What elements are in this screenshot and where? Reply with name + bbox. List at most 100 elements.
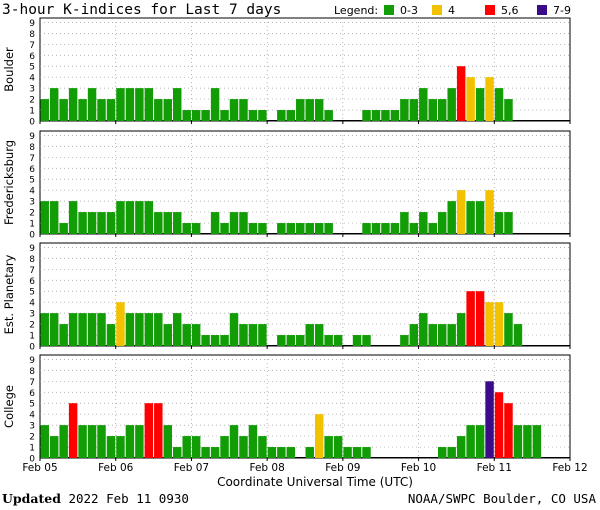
bar-3-46 <box>475 425 485 458</box>
bar-2-11 <box>144 313 154 346</box>
bar-3-31 <box>333 436 343 458</box>
bar-0-29 <box>314 99 324 121</box>
bar-3-24 <box>267 447 277 458</box>
y-tick-3-6: 6 <box>29 389 35 399</box>
bar-2-8 <box>116 302 125 346</box>
bar-1-28 <box>305 223 314 234</box>
bar-1-20 <box>229 212 239 234</box>
bar-1-26 <box>286 223 296 234</box>
bar-0-34 <box>362 110 371 121</box>
y-tick-2-5: 5 <box>29 288 35 298</box>
bar-2-21 <box>239 324 248 346</box>
panel-label-2: Est. Planetary <box>2 254 16 334</box>
bar-1-15 <box>182 223 191 234</box>
bar-0-27 <box>296 99 305 121</box>
bar-0-2 <box>59 99 68 121</box>
bar-2-44 <box>456 313 466 346</box>
bar-2-3 <box>68 313 78 346</box>
bar-2-50 <box>513 324 523 346</box>
bar-1-42 <box>438 212 447 234</box>
bar-2-45 <box>466 291 475 346</box>
bar-1-36 <box>381 223 390 234</box>
bar-2-19 <box>220 335 229 346</box>
y-tick-1-2: 2 <box>29 209 35 219</box>
bar-3-4 <box>78 425 87 458</box>
x-tick-7: Feb 12 <box>552 462 587 474</box>
bar-3-34 <box>362 447 371 458</box>
y-tick-0-2: 2 <box>29 96 35 106</box>
y-tick-2-6: 6 <box>29 277 35 287</box>
bar-1-9 <box>125 201 135 234</box>
bar-0-14 <box>173 88 182 121</box>
bar-0-25 <box>277 110 286 121</box>
bar-0-6 <box>97 99 106 121</box>
bar-2-17 <box>201 335 210 346</box>
bar-1-43 <box>447 201 456 234</box>
bar-1-1 <box>49 201 59 234</box>
bar-3-19 <box>220 436 229 458</box>
legend-swatch-3 <box>537 5 547 15</box>
y-tick-3-9: 9 <box>29 356 35 366</box>
bar-2-38 <box>400 335 409 346</box>
bar-3-49 <box>504 403 513 458</box>
bar-0-45 <box>466 77 475 121</box>
bar-0-40 <box>419 88 428 121</box>
bar-1-12 <box>154 212 163 234</box>
bar-2-7 <box>106 324 116 346</box>
bar-1-19 <box>220 223 229 234</box>
bar-3-20 <box>229 425 239 458</box>
bar-0-21 <box>239 99 248 121</box>
bar-3-33 <box>352 447 362 458</box>
bar-1-37 <box>390 223 400 234</box>
y-tick-3-7: 7 <box>29 378 35 388</box>
bar-2-6 <box>97 313 106 346</box>
y-tick-1-8: 8 <box>29 143 35 153</box>
bar-0-20 <box>229 99 239 121</box>
y-tick-1-5: 5 <box>29 176 35 186</box>
legend-swatch-1 <box>432 5 442 15</box>
bar-2-41 <box>428 324 437 346</box>
bar-2-42 <box>438 324 447 346</box>
bar-1-35 <box>371 223 381 234</box>
bar-3-7 <box>106 436 116 458</box>
bar-0-19 <box>220 110 229 121</box>
bar-0-1 <box>49 88 59 121</box>
bar-1-7 <box>106 212 116 234</box>
y-tick-0-4: 4 <box>29 74 35 84</box>
bar-1-8 <box>116 201 125 234</box>
bar-3-43 <box>447 447 456 458</box>
bar-0-3 <box>68 88 78 121</box>
bar-0-7 <box>106 99 116 121</box>
y-tick-0-1: 1 <box>29 107 35 117</box>
y-tick-3-5: 5 <box>29 400 35 410</box>
legend-entry-0: 0-3 <box>400 4 418 17</box>
y-tick-0-3: 3 <box>29 85 35 95</box>
bar-0-42 <box>438 99 447 121</box>
bar-0-38 <box>400 99 409 121</box>
x-tick-5: Feb 10 <box>401 462 436 474</box>
bar-0-23 <box>258 110 267 121</box>
bar-0-46 <box>475 88 485 121</box>
bar-1-21 <box>239 212 248 234</box>
bar-2-12 <box>154 313 163 346</box>
bar-1-48 <box>494 212 504 234</box>
bar-2-16 <box>191 324 201 346</box>
bar-3-28 <box>305 447 314 458</box>
x-tick-0: Feb 05 <box>22 462 57 474</box>
y-tick-1-7: 7 <box>29 154 35 164</box>
y-tick-2-4: 4 <box>29 299 35 309</box>
bar-0-36 <box>381 110 390 121</box>
bar-1-22 <box>248 223 258 234</box>
bar-0-35 <box>371 110 381 121</box>
bar-3-14 <box>173 447 182 458</box>
bar-0-39 <box>409 99 419 121</box>
bar-0-11 <box>144 88 154 121</box>
bar-0-15 <box>182 110 191 121</box>
legend-entry-1: 4 <box>448 4 455 17</box>
y-tick-1-9: 9 <box>29 132 35 142</box>
bar-3-32 <box>343 447 352 458</box>
y-tick-3-8: 8 <box>29 367 35 377</box>
y-tick-2-8: 8 <box>29 255 35 265</box>
y-tick-2-2: 2 <box>29 321 35 331</box>
y-tick-3-0: 0 <box>29 455 35 465</box>
